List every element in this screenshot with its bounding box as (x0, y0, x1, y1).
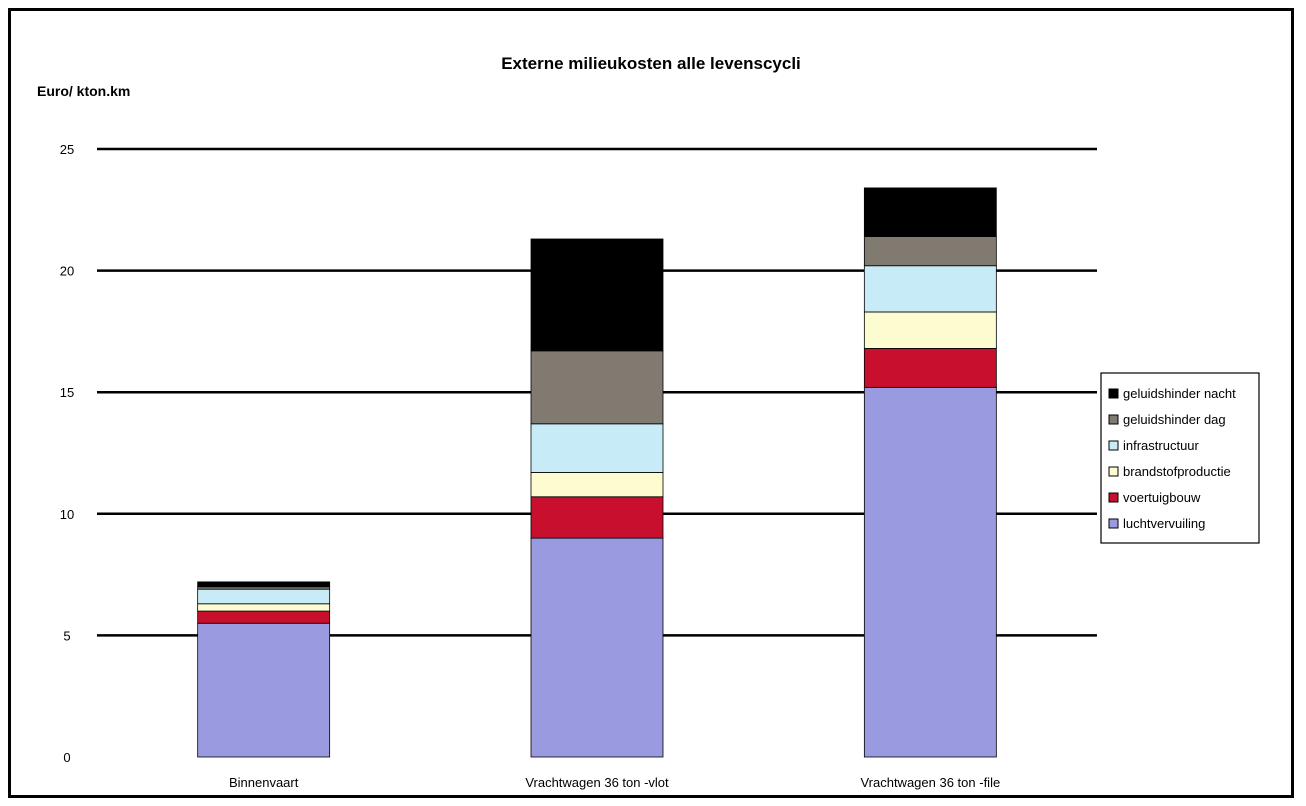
bar-segment-brandstofproductie (197, 603, 331, 612)
legend-label: geluidshinder nacht (1123, 386, 1236, 401)
legend-swatch (1108, 414, 1119, 425)
bar-segment-geluidshinder-nacht (197, 581, 331, 588)
legend-label: luchtvervuiling (1123, 516, 1205, 531)
legend-swatch (1108, 518, 1119, 529)
bar-segment-voertuigbouw (197, 610, 331, 624)
chart-title: Externe milieukosten alle levenscycli (501, 54, 801, 73)
bar-segment-luchtvervuiling (197, 622, 331, 758)
y-tick-label: 0 (63, 750, 70, 765)
y-tick-label: 5 (63, 628, 70, 643)
chart-frame: Externe milieukosten alle levenscycli Eu… (8, 8, 1294, 798)
y-axis-label: Euro/ kton.km (37, 83, 130, 99)
y-axis-ticks: 0 5 10 15 20 25 (60, 142, 74, 765)
legend: geluidshinder nacht geluidshinder dag infr… (1100, 372, 1260, 544)
bar-segment-geluidshinder-dag (863, 236, 997, 267)
bar-segment-luchtvervuiling (863, 386, 997, 758)
legend-swatch (1108, 466, 1119, 477)
bar-segment-infrastructuur (863, 265, 997, 313)
y-tick-label: 10 (60, 507, 74, 522)
legend-label: brandstofproductie (1123, 464, 1231, 479)
x-category-label: Vrachtwagen 36 ton -vlot (525, 775, 669, 790)
bars (197, 187, 997, 758)
legend-swatch (1108, 388, 1119, 399)
bar-segment-brandstofproductie (863, 311, 997, 349)
legend-swatch (1108, 492, 1119, 503)
y-tick-label: 20 (60, 264, 74, 279)
y-tick-label: 15 (60, 385, 74, 400)
bar-segment-geluidshinder-dag (530, 350, 664, 425)
x-category-label: Binnenvaart (229, 775, 299, 790)
legend-box (1100, 372, 1260, 544)
y-tick-label: 25 (60, 142, 74, 157)
bar-segment-geluidshinder-nacht (530, 238, 664, 352)
bar-segment-brandstofproductie (530, 472, 664, 498)
bar-segment-infrastructuur (197, 588, 331, 605)
legend-swatch (1108, 440, 1119, 451)
bar-segment-voertuigbouw (530, 496, 664, 539)
legend-label: voertuigbouw (1123, 490, 1201, 505)
bar-segment-infrastructuur (530, 423, 664, 473)
stacked-bar-chart: Externe milieukosten alle levenscycli Eu… (37, 54, 1260, 790)
x-category-label: Vrachtwagen 36 ton -file (860, 775, 1000, 790)
legend-label: geluidshinder dag (1123, 412, 1226, 427)
bar-segment-voertuigbouw (863, 348, 997, 388)
legend-label: infrastructuur (1123, 438, 1200, 453)
bar-segment-luchtvervuiling (530, 537, 664, 758)
x-axis-labels: Binnenvaart Vrachtwagen 36 ton -vlot Vrach… (229, 775, 1000, 790)
bar-segment-geluidshinder-nacht (863, 187, 997, 237)
